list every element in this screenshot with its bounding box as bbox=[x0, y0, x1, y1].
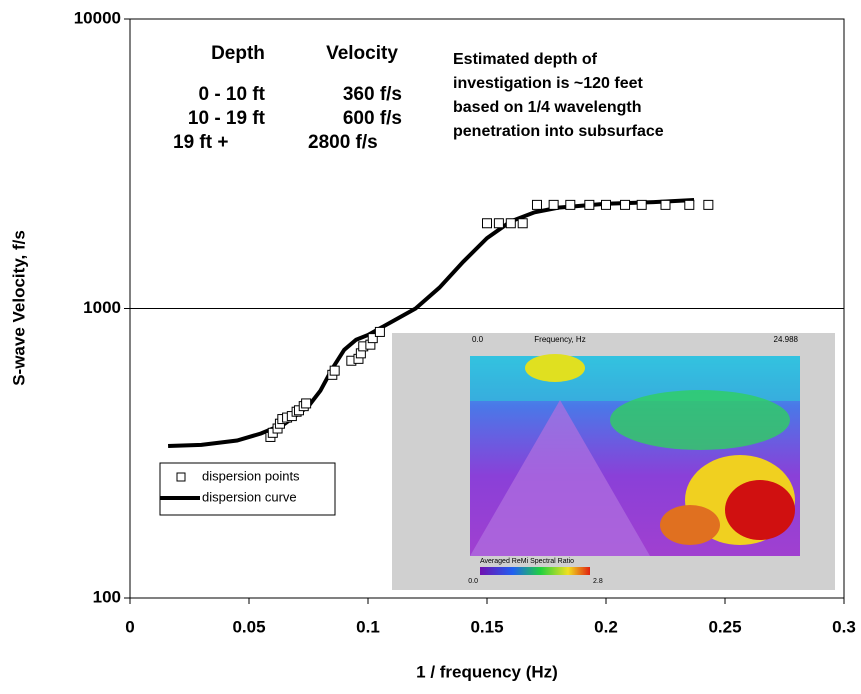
data-point bbox=[367, 333, 378, 344]
data-point bbox=[660, 199, 671, 210]
x-tick-label: 0 bbox=[125, 617, 134, 636]
inset-image: Frequency, Hz 0.0 24.988 Averaged ReMi S… bbox=[392, 333, 835, 590]
annotation: 360 f/s bbox=[343, 84, 402, 105]
annotation: Velocity bbox=[326, 43, 398, 64]
data-point bbox=[517, 218, 528, 229]
data-point bbox=[482, 218, 492, 229]
y-tick-label: 1000 bbox=[83, 298, 121, 317]
x-tick-label: 0.15 bbox=[470, 617, 503, 636]
annotation: 10 - 19 ft bbox=[188, 108, 266, 129]
annotation: 2800 f/s bbox=[308, 132, 378, 153]
inset-label: 24.988 bbox=[774, 335, 799, 344]
inset-label: 0.0 bbox=[468, 578, 478, 585]
data-point bbox=[620, 199, 631, 210]
annotation: penetration into subsurface bbox=[453, 123, 664, 140]
data-point bbox=[584, 199, 595, 210]
data-point bbox=[636, 199, 647, 210]
data-point bbox=[601, 199, 611, 210]
data-point bbox=[374, 326, 385, 337]
x-tick-label: 0.3 bbox=[832, 617, 856, 636]
data-point bbox=[548, 199, 559, 210]
legend-label: dispersion points bbox=[202, 468, 300, 483]
annotation: 19 ft + bbox=[173, 132, 228, 153]
data-point bbox=[703, 199, 714, 210]
annotation: investigation is ~120 feet bbox=[453, 75, 644, 92]
data-point bbox=[565, 199, 576, 210]
data-point bbox=[531, 199, 542, 210]
inset-label: 2.8 bbox=[593, 578, 603, 585]
y-tick-label: 10000 bbox=[74, 8, 121, 27]
x-tick-label: 0.05 bbox=[232, 617, 265, 636]
data-point bbox=[329, 365, 340, 376]
inset-label: Averaged ReMi Spectral Ratio bbox=[480, 558, 574, 565]
y-tick-label: 100 bbox=[93, 587, 121, 606]
annotation: Depth bbox=[211, 43, 265, 64]
legend-label: dispersion curve bbox=[202, 489, 297, 504]
y-axis-title: S-wave Velocity, f/s bbox=[9, 230, 28, 386]
inset-label: 0.0 bbox=[472, 335, 484, 344]
x-tick-label: 0.2 bbox=[594, 617, 618, 636]
x-axis-title: 1 / frequency (Hz) bbox=[416, 662, 558, 681]
data-point bbox=[301, 398, 312, 409]
data-point bbox=[493, 218, 504, 229]
annotation: 600 f/s bbox=[343, 108, 402, 129]
annotation: based on 1/4 wavelength bbox=[453, 99, 642, 116]
annotation: Estimated depth of bbox=[453, 51, 598, 68]
data-point bbox=[505, 218, 516, 229]
annotation: 0 - 10 ft bbox=[198, 84, 265, 105]
legend bbox=[159, 462, 336, 516]
x-tick-label: 0.25 bbox=[708, 617, 741, 636]
legend-marker bbox=[176, 472, 186, 482]
inset-label: Frequency, Hz bbox=[534, 335, 585, 344]
data-point bbox=[684, 199, 695, 210]
x-tick-label: 0.1 bbox=[356, 617, 380, 636]
